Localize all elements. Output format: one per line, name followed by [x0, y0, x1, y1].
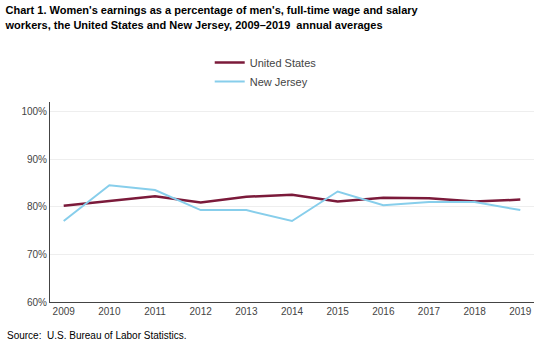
- svg-text:2014: 2014: [281, 306, 304, 317]
- svg-text:2019: 2019: [509, 306, 532, 317]
- svg-text:New Jersey: New Jersey: [250, 76, 308, 88]
- svg-text:2010: 2010: [98, 306, 121, 317]
- svg-text:United States: United States: [250, 57, 317, 69]
- svg-text:2018: 2018: [464, 306, 487, 317]
- svg-text:2012: 2012: [190, 306, 213, 317]
- svg-text:Chart 1. Women's earnings as a: Chart 1. Women's earnings as a percentag…: [5, 4, 419, 30]
- svg-text:2013: 2013: [235, 306, 258, 317]
- svg-text:100%: 100%: [21, 106, 47, 117]
- svg-text:2011: 2011: [144, 306, 166, 317]
- svg-text:Source: U.S. Bureau of Labor: Source: U.S. Bureau of Labor Statistics.: [7, 330, 187, 341]
- svg-text:60%: 60%: [27, 297, 47, 308]
- svg-text:2009: 2009: [53, 306, 76, 317]
- svg-text:80%: 80%: [27, 201, 47, 212]
- svg-text:90%: 90%: [27, 154, 47, 165]
- svg-text:2017: 2017: [418, 306, 441, 317]
- svg-text:70%: 70%: [27, 249, 47, 260]
- svg-text:2016: 2016: [372, 306, 395, 317]
- svg-text:2015: 2015: [327, 306, 350, 317]
